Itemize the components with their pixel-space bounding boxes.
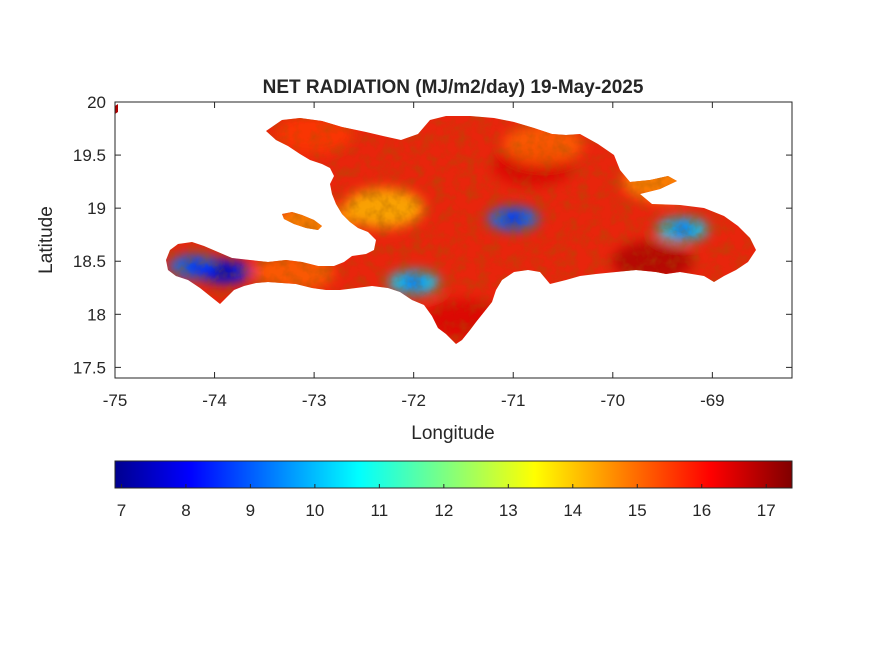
colorbar-ticks: 7 8 9 10 11 12 13 14 15 16 17 [117, 484, 776, 520]
corner-speck [115, 104, 118, 114]
colorbar-tick-label: 8 [181, 501, 190, 520]
x-tick-label: -72 [401, 391, 426, 410]
y-tick-label: 19 [87, 199, 106, 218]
y-tick-label: 18.5 [73, 252, 106, 271]
x-tick-label: -75 [103, 391, 128, 410]
texture-overlay [166, 116, 756, 344]
colorbar-tick-label: 14 [563, 501, 582, 520]
y-tick-label: 19.5 [73, 146, 106, 165]
y-axis-label: Latitude [36, 206, 57, 274]
colorbar-tick-label: 9 [246, 501, 255, 520]
x-tick-label: -71 [501, 391, 526, 410]
x-tick-label: -70 [601, 391, 626, 410]
y-tick-label: 20 [87, 93, 106, 112]
colorbar-tick-label: 12 [434, 501, 453, 520]
colorbar-tick-label: 17 [757, 501, 776, 520]
colorbar-tick-label: 10 [305, 501, 324, 520]
colorbar-frame [114, 460, 793, 489]
x-tick-label: -74 [202, 391, 227, 410]
colorbar-tick-label: 15 [628, 501, 647, 520]
chart-title: NET RADIATION (MJ/m2/day) 19-May-2025 [263, 77, 644, 98]
x-tick-label: -69 [700, 391, 725, 410]
plot-area [115, 104, 756, 344]
colorbar-gradient [115, 461, 792, 488]
x-axis: -75 -74 -73 -72 -71 -70 -69 [103, 102, 725, 410]
colorbar-tick-label: 16 [692, 501, 711, 520]
colorbar-tick-label: 11 [371, 501, 389, 520]
colorbar-tick-label: 7 [117, 501, 126, 520]
colorbar-tick-label: 13 [499, 501, 518, 520]
colorbar: 7 8 9 10 11 12 13 14 15 16 17 [114, 460, 793, 520]
x-axis-label: Longitude [411, 423, 494, 444]
x-tick-label: -73 [302, 391, 327, 410]
y-tick-label: 18 [87, 305, 106, 324]
y-axis: 17.5 18 18.5 19 19.5 20 [73, 93, 792, 377]
plot-frame [114, 101, 793, 379]
y-tick-label: 17.5 [73, 358, 106, 377]
net-radiation-map [166, 116, 756, 344]
